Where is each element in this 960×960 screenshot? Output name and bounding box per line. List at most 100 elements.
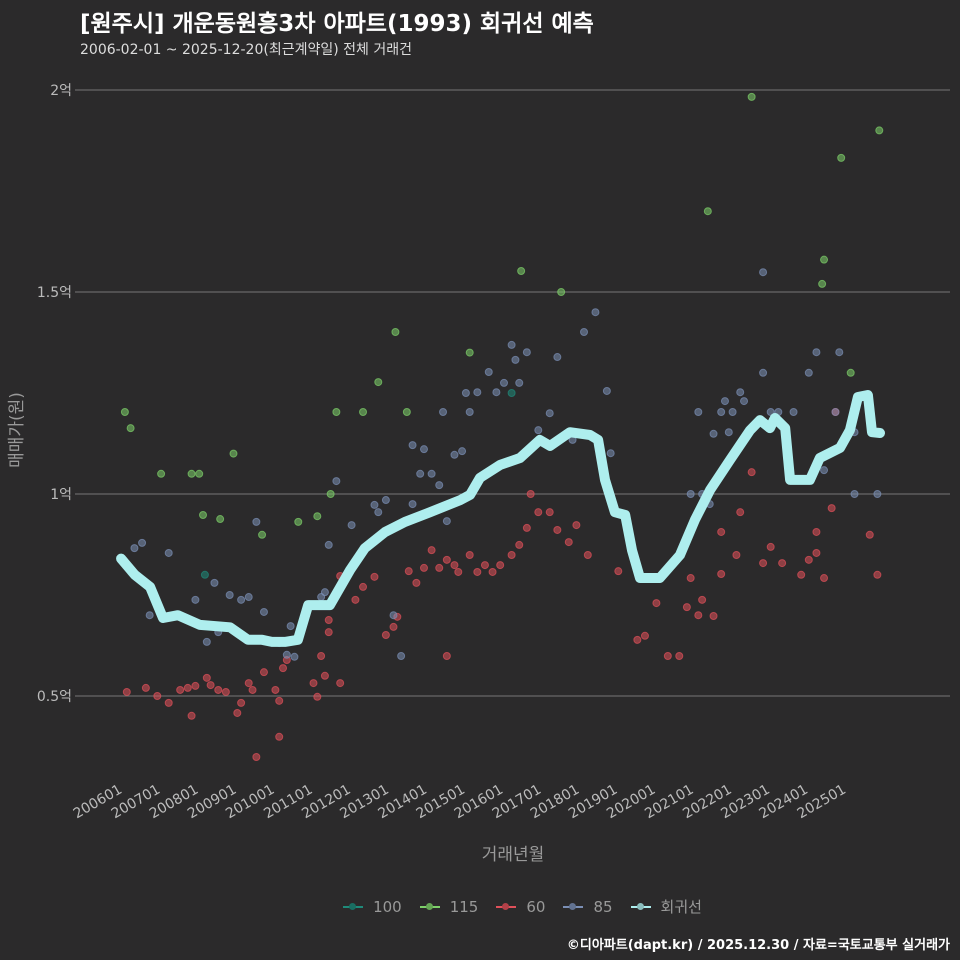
point-60 <box>766 542 775 551</box>
legend-swatch-icon <box>419 905 440 908</box>
point-85 <box>522 348 531 357</box>
point-115 <box>820 255 829 264</box>
y-axis-label: 매매가(원) <box>7 392 27 468</box>
y-tick-label: 2억 <box>50 83 72 99</box>
point-60 <box>412 578 421 587</box>
point-115 <box>465 348 474 357</box>
point-85 <box>511 355 520 364</box>
source-credit: ©디아파트(dapt.kr) / 2025.12.30 / 자료=국토교통부 실… <box>566 938 950 953</box>
point-115 <box>195 469 204 478</box>
point-115 <box>229 449 238 458</box>
point-85 <box>225 591 234 599</box>
point-85 <box>389 611 398 620</box>
point-85 <box>202 637 211 646</box>
point-60 <box>122 687 131 696</box>
point-85 <box>130 544 139 553</box>
point-85 <box>759 368 768 377</box>
point-85 <box>602 386 611 395</box>
point-85 <box>286 622 295 631</box>
point-60 <box>183 683 192 692</box>
point-60 <box>381 630 390 639</box>
point-85 <box>408 441 417 450</box>
point-85 <box>534 426 543 435</box>
point-60 <box>675 652 684 661</box>
point-60 <box>865 530 874 539</box>
legend-swatch-icon <box>563 905 584 908</box>
point-115 <box>837 153 846 162</box>
legend-label: 85 <box>593 897 613 916</box>
point-85 <box>290 652 299 661</box>
legend-item: 115 <box>419 896 478 917</box>
point-85 <box>694 407 703 416</box>
point-85 <box>850 490 859 498</box>
point-60 <box>419 563 428 572</box>
point-85 <box>492 388 501 397</box>
point-60 <box>248 685 257 694</box>
point-60 <box>640 631 649 640</box>
point-85 <box>473 388 482 397</box>
point-115 <box>557 288 566 296</box>
point-85 <box>591 308 600 317</box>
point-60 <box>141 683 150 692</box>
point-115 <box>294 517 303 526</box>
point-85 <box>553 353 562 362</box>
point-60 <box>427 546 436 555</box>
point-85 <box>374 508 383 517</box>
point-60 <box>442 555 451 564</box>
point-60 <box>191 681 200 690</box>
point-85 <box>759 268 768 277</box>
point-85 <box>717 407 726 416</box>
point-60 <box>309 679 318 688</box>
point-85 <box>545 409 554 418</box>
point-60 <box>435 563 444 572</box>
point-115 <box>391 327 400 336</box>
point-60 <box>320 671 329 680</box>
point-85 <box>873 490 882 498</box>
point-85 <box>606 449 615 458</box>
point-60 <box>694 611 703 620</box>
point-115 <box>313 512 322 521</box>
point-115 <box>332 407 341 416</box>
legend-item: 회귀선 <box>630 896 702 917</box>
point-85 <box>237 595 246 604</box>
point-85 <box>820 466 829 475</box>
point-60 <box>778 559 787 568</box>
point-85 <box>500 378 508 387</box>
point-85 <box>507 340 516 349</box>
point-60 <box>797 570 806 579</box>
point-60 <box>313 692 322 701</box>
point-60 <box>736 508 745 517</box>
point-85 <box>484 367 493 376</box>
point-115 <box>126 424 135 433</box>
point-85 <box>138 538 147 547</box>
chart-title: [원주시] 개운동원흥3차 아파트(1993) 회귀선 예측 <box>80 11 594 37</box>
point-85 <box>580 327 589 336</box>
point-60 <box>450 561 459 570</box>
point-85 <box>450 450 459 459</box>
point-85 <box>686 490 695 498</box>
point-115 <box>199 511 208 520</box>
point-60 <box>370 572 379 581</box>
point-60 <box>214 685 223 694</box>
point-85 <box>458 447 467 456</box>
point-100 <box>507 389 516 397</box>
point-115 <box>818 279 827 288</box>
chart-subtitle: 2006-02-01 ~ 2025-12-20(최근계약일) 전체 거래건 <box>80 42 412 58</box>
point-60 <box>221 687 230 696</box>
point-85 <box>736 388 745 397</box>
point-85 <box>804 368 813 377</box>
point-60 <box>614 567 623 576</box>
point-85 <box>831 407 840 416</box>
point-60 <box>682 603 691 612</box>
point-85 <box>397 652 406 661</box>
point-60 <box>732 551 741 560</box>
point-60 <box>202 673 211 682</box>
point-60 <box>324 616 333 625</box>
point-85 <box>789 407 798 416</box>
point-60 <box>233 708 242 717</box>
point-60 <box>275 732 284 741</box>
point-60 <box>442 652 451 661</box>
point-115 <box>187 469 196 478</box>
point-60 <box>515 540 524 549</box>
